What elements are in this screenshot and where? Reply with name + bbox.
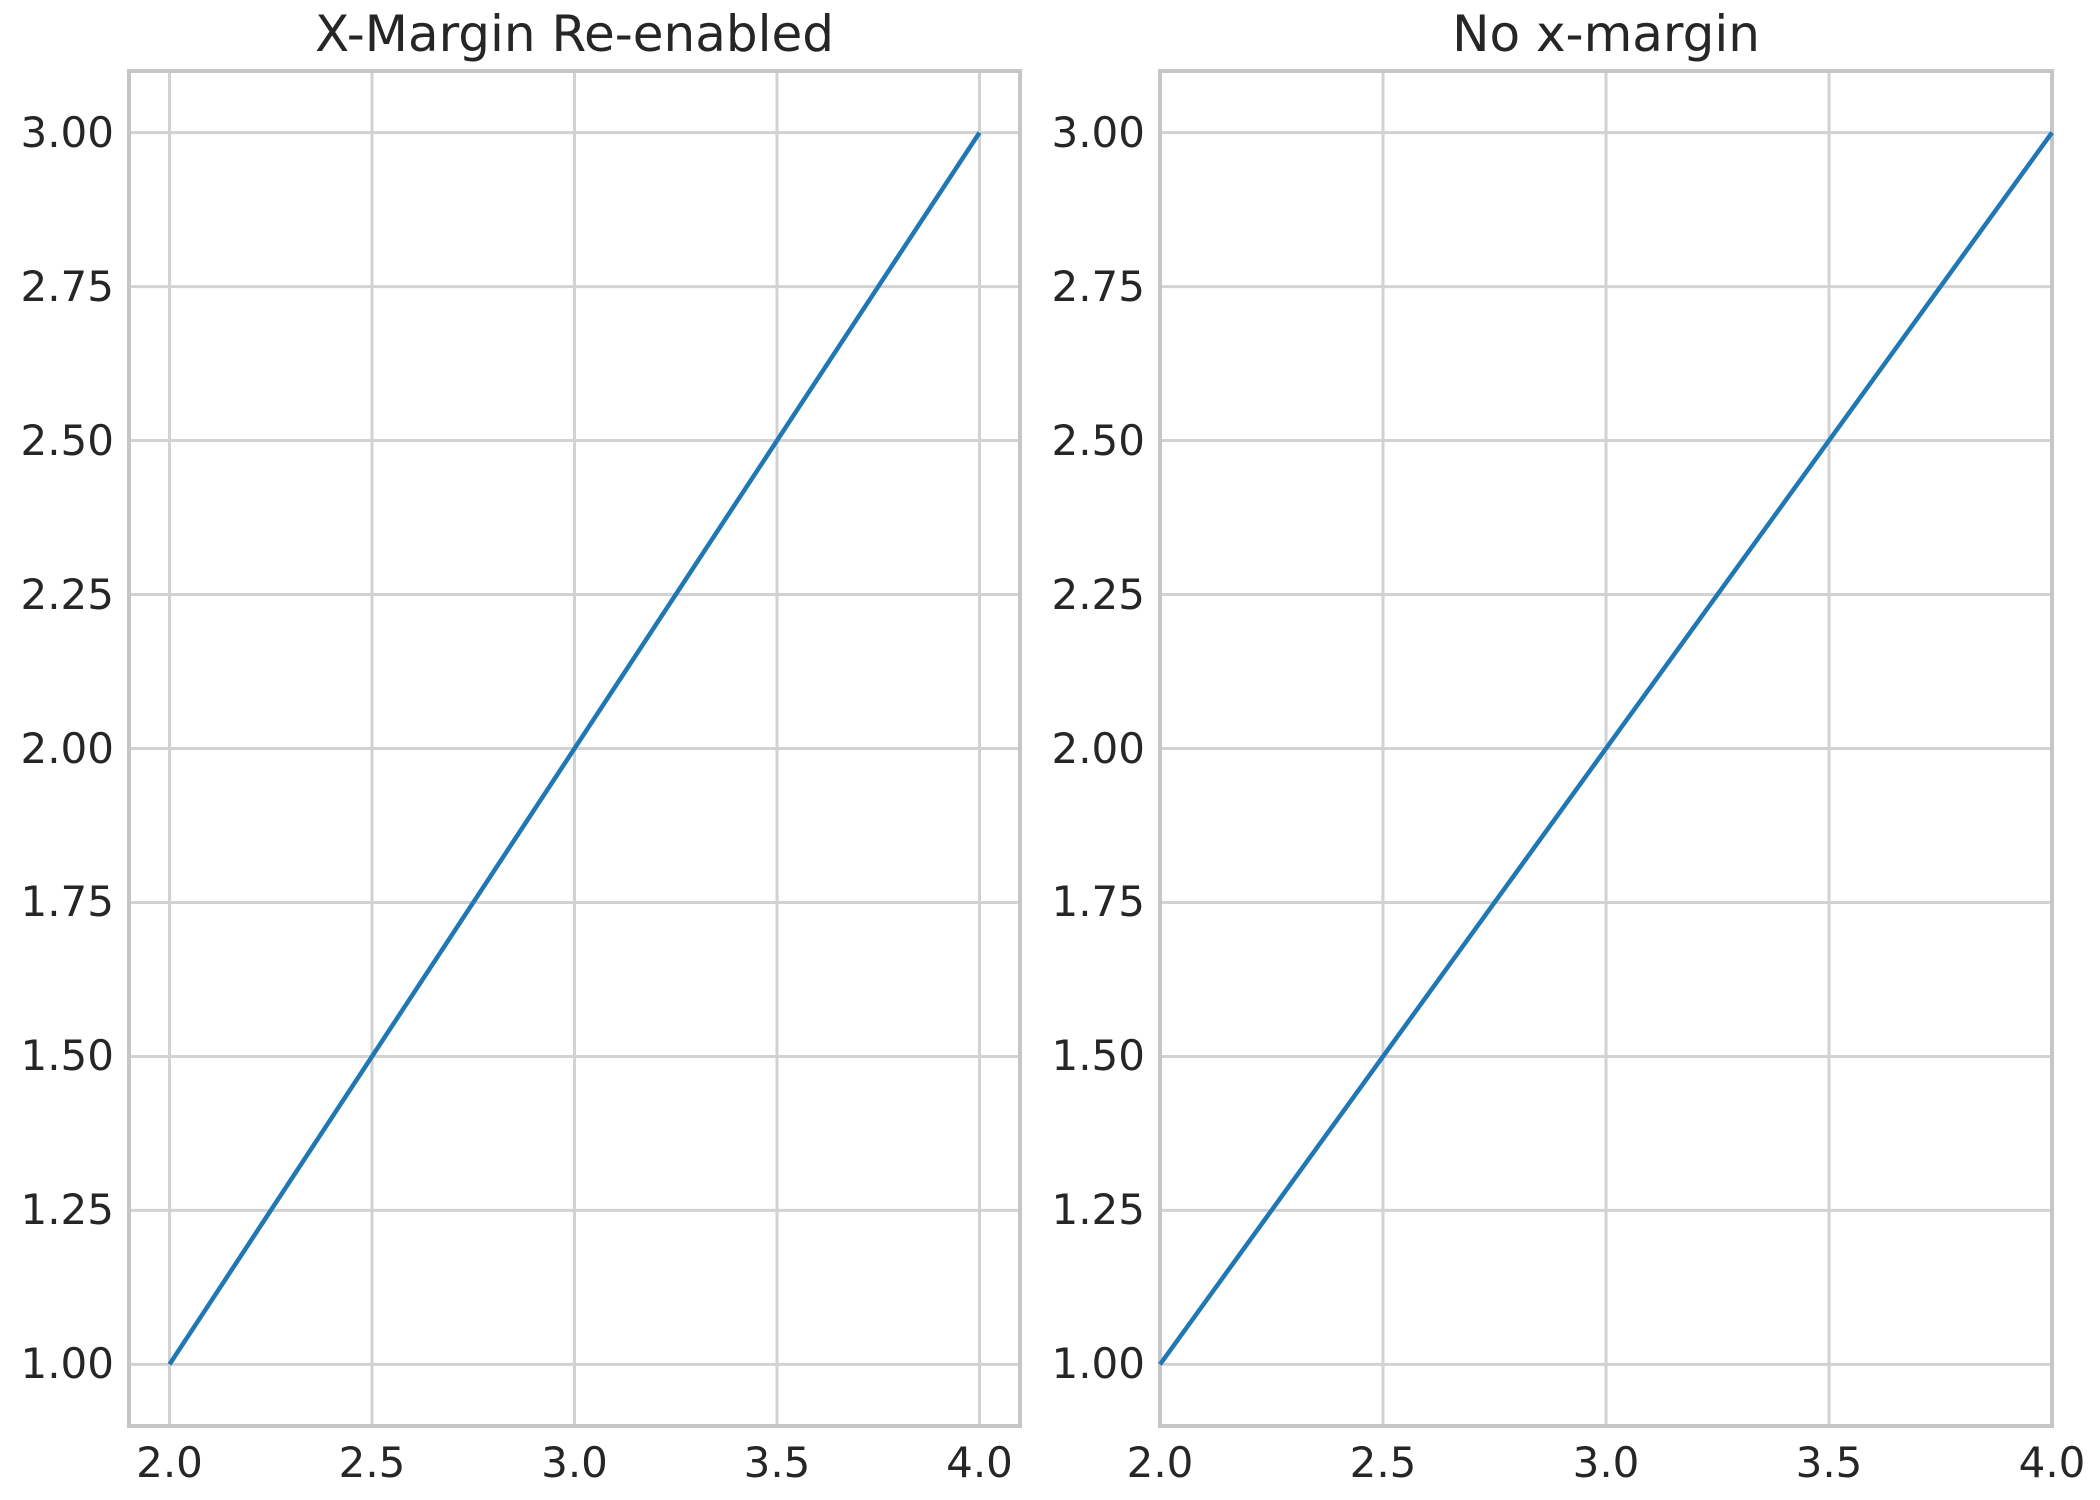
subplot-right: No x-margin 2.0 2.5 3.0 3.5 4.0 1.00 1.25 1.50 1… [1051,5,2085,1487]
y-tick-label: 1.50 [20,1031,114,1081]
y-tick-label: 1.75 [20,877,114,927]
x-tick-label: 4.0 [946,1438,1013,1487]
data-line [1158,131,2054,1366]
y-tick-label: 2.00 [1051,723,1145,773]
subplot-left-canvas [127,69,1022,1428]
axes-spine [127,69,1022,1428]
y-tick-label: 2.25 [20,569,114,619]
y-tick-label: 3.00 [20,107,114,157]
x-tick-label: 3.0 [1572,1438,1640,1487]
y-tick-label: 1.25 [20,1185,114,1235]
x-tick-label: 2.0 [1126,1438,1194,1487]
y-tick-label: 1.25 [1051,1185,1145,1235]
subplot-left-title: X-Margin Re-enabled [315,5,834,63]
y-tick-label: 2.75 [20,261,114,311]
axes-spine [1158,69,2054,1428]
y-tick-label: 3.00 [1051,107,1145,157]
subplot-right-canvas [1158,69,2054,1428]
subplot-right-title: No x-margin [1452,5,1760,63]
x-tick-label: 3.5 [743,1438,811,1487]
x-tick-label: 2.5 [1349,1438,1417,1487]
y-tick-label: 1.00 [20,1339,114,1389]
y-tick-label: 2.00 [20,723,114,773]
y-tick-label: 2.50 [1051,415,1145,465]
x-tick-label: 4.0 [2018,1438,2086,1487]
y-tick-label: 1.75 [1051,877,1145,927]
x-tick-label: 2.5 [338,1438,406,1487]
x-tick-label: 2.0 [136,1438,203,1487]
y-tick-label: 2.25 [1051,569,1145,619]
y-tick-label: 2.50 [20,415,114,465]
x-tick-label: 3.5 [1795,1438,1863,1487]
subplot-left: X-Margin Re-enabled 2.0 2.5 3.0 3.5 4.0 1.00 1… [20,5,1022,1487]
data-line [167,131,982,1366]
y-tick-label: 2.75 [1051,261,1145,311]
y-tick-label: 1.50 [1051,1031,1145,1081]
y-tick-label: 1.00 [1051,1339,1145,1389]
x-tick-label: 3.0 [541,1438,608,1487]
